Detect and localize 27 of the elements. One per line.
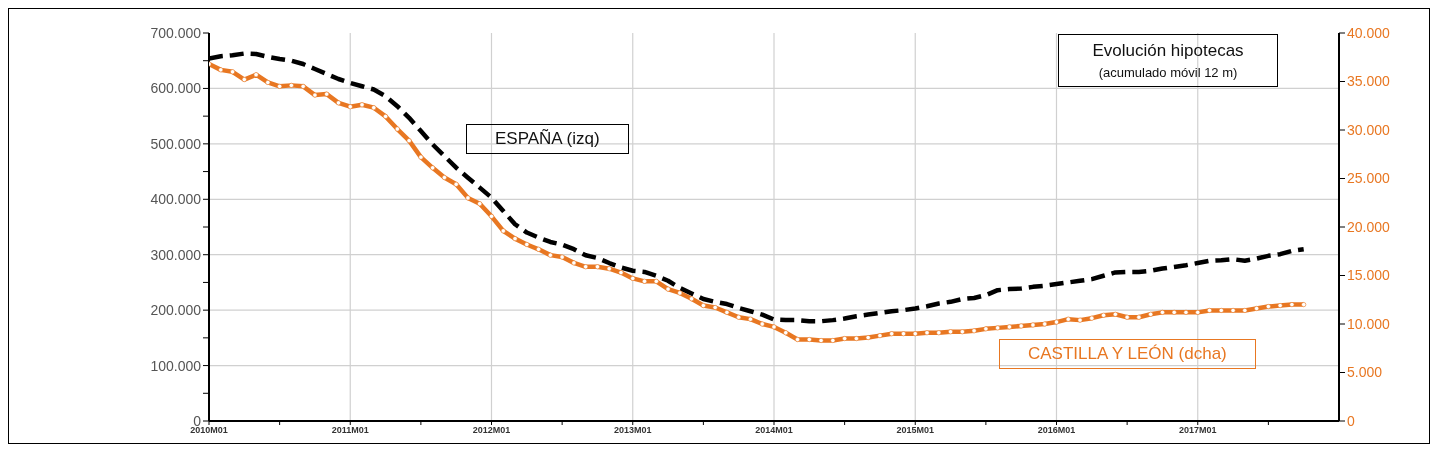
y2-tick-label: 40.000 [1347, 24, 1391, 41]
y2-tick-label: 10.000 [1347, 315, 1391, 332]
y2-tick-label: 20.000 [1347, 218, 1391, 235]
x-tick-label: 2016M01 [1037, 425, 1076, 436]
x-tick-label: 2013M01 [613, 425, 652, 436]
y2-tick-label: 0 [1347, 412, 1355, 429]
y-tick-label: 400.000 [150, 191, 202, 208]
series-label: CASTILLA Y LEÓN (dcha) [999, 339, 1256, 369]
y2-tick-label: 25.000 [1347, 170, 1391, 187]
text: Evolución hipotecas [1091, 41, 1245, 61]
y-tick-label: 700.000 [150, 24, 202, 41]
x-tick-label: 2011M01 [331, 425, 369, 436]
y-tick-label: 100.000 [150, 357, 202, 374]
text: ESPAÑA (izq) [466, 124, 629, 154]
y-tick-label: 600.000 [150, 80, 202, 97]
x-tick-label: 2017M01 [1178, 425, 1217, 436]
y-tick-label: 300.000 [150, 246, 202, 263]
x-tick-label: 2015M01 [896, 425, 935, 436]
text: (acumulado móvil 12 m) [1097, 65, 1239, 80]
x-tick-label: 2014M01 [755, 425, 793, 436]
x-tick-label: 2012M01 [472, 425, 511, 436]
y2-tick-label: 35.000 [1347, 73, 1391, 90]
y2-tick-label: 15.000 [1347, 267, 1391, 284]
y2-tick-label: 30.000 [1347, 121, 1391, 138]
y-tick-label: 500.000 [150, 135, 202, 152]
y2-tick-label: 5.000 [1347, 364, 1383, 381]
y-tick-label: 200.000 [150, 302, 202, 319]
